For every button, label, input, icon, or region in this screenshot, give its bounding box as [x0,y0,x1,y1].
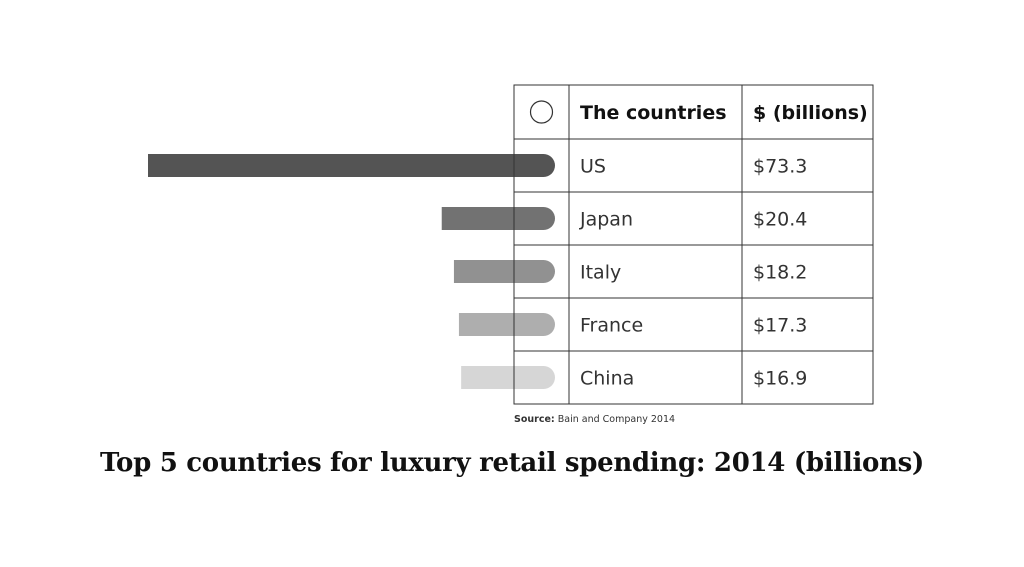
country-label-us: US [580,156,606,178]
header-value: $ (billions) [753,102,868,124]
bar-japan [441,207,555,230]
bar-france [458,313,555,336]
bars-layer [148,154,555,389]
country-label-italy: Italy [580,262,621,284]
circle-icon [529,100,554,124]
bar-us [148,154,555,177]
chart-title: Top 5 countries for luxury retail spendi… [99,448,925,478]
bar-china [461,366,555,389]
source-text: Bain and Company 2014 [557,414,676,425]
bar-italy [453,260,555,283]
value-label-japan: $20.4 [753,209,807,231]
country-label-japan: Japan [579,209,633,231]
data-table: The countries $ (billions) US $73.3 Japan $20… [513,84,874,405]
source-note: Source: Bain and Company 2014 [514,414,675,425]
source-label: Source: [514,414,555,425]
value-label-china: $16.9 [753,368,807,390]
country-label-china: China [580,368,634,390]
value-label-us: $73.3 [753,156,807,178]
value-label-france: $17.3 [753,315,807,337]
country-label-france: France [580,315,643,337]
value-label-italy: $18.2 [753,262,807,284]
header-countries: The countries [580,102,727,124]
